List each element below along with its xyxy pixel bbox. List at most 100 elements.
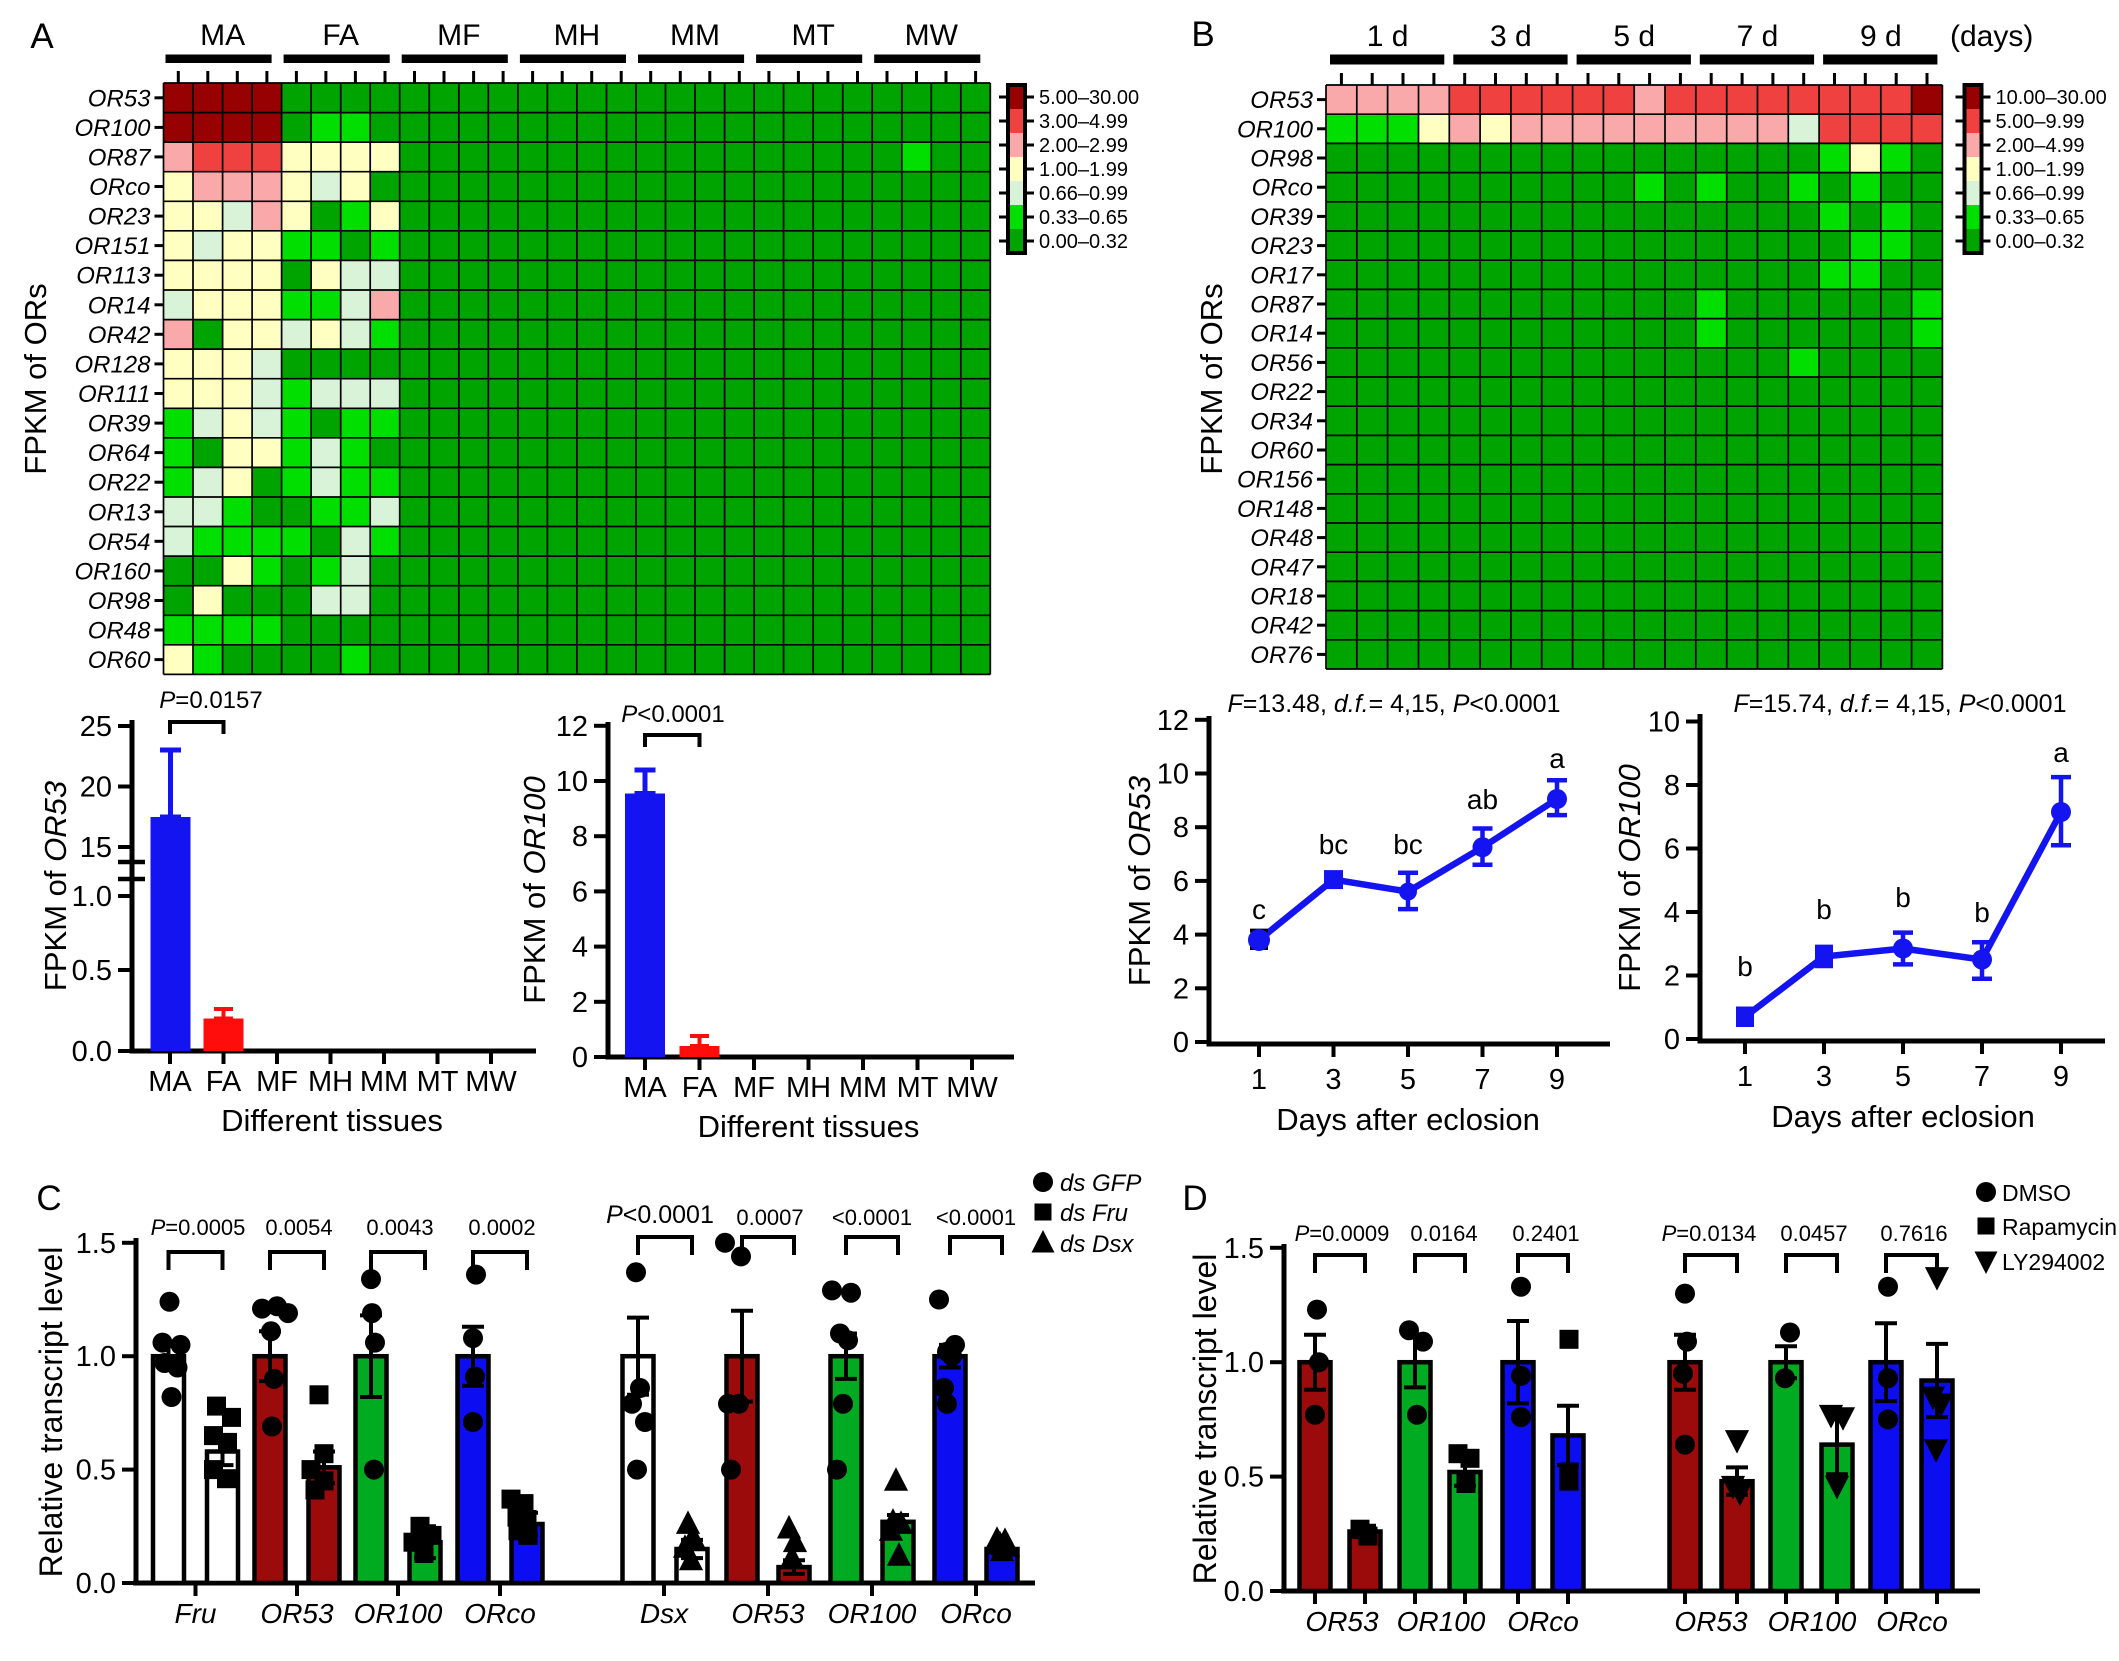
svg-text:0.5: 0.5 — [76, 1455, 116, 1487]
svg-text:OR151: OR151 — [74, 233, 150, 260]
svg-text:9 d: 9 d — [1860, 20, 1902, 53]
svg-text:FPKM of OR53: FPKM of OR53 — [38, 781, 73, 991]
svg-text:OR156: OR156 — [1237, 467, 1314, 494]
svg-text:OR100: OR100 — [354, 1598, 443, 1629]
svg-text:8: 8 — [572, 821, 588, 853]
svg-text:0.0054: 0.0054 — [265, 1215, 332, 1240]
svg-text:2: 2 — [1173, 973, 1189, 1005]
svg-text:Relative transcript level: Relative transcript level — [1187, 1254, 1223, 1585]
svg-text:MM: MM — [839, 1072, 887, 1104]
svg-text:OR60: OR60 — [1250, 438, 1313, 465]
svg-text:0.0: 0.0 — [1224, 1576, 1264, 1608]
svg-text:10.00–30.00: 10.00–30.00 — [1996, 87, 2107, 109]
svg-text:2: 2 — [1664, 961, 1680, 993]
svg-text:OR17: OR17 — [1250, 262, 1314, 289]
svg-text:P<0.0001: P<0.0001 — [606, 1201, 714, 1229]
svg-text:ORco: ORco — [1507, 1606, 1579, 1637]
svg-text:0.66–0.99: 0.66–0.99 — [1996, 183, 2085, 205]
svg-text:Different tissues: Different tissues — [221, 1103, 443, 1138]
svg-text:DMSO: DMSO — [2002, 1180, 2071, 1206]
svg-text:OR160: OR160 — [74, 558, 151, 585]
svg-text:b: b — [1737, 951, 1753, 982]
svg-text:OR64: OR64 — [88, 440, 151, 467]
svg-text:P=0.0134: P=0.0134 — [1662, 1221, 1757, 1246]
svg-text:4: 4 — [1664, 897, 1680, 929]
svg-text:1 d: 1 d — [1367, 20, 1409, 53]
svg-text:7: 7 — [1974, 1061, 1990, 1093]
svg-text:MW: MW — [905, 19, 959, 52]
svg-text:0.0002: 0.0002 — [468, 1215, 535, 1240]
svg-text:0.0457: 0.0457 — [1780, 1221, 1847, 1246]
svg-text:0.0164: 0.0164 — [1410, 1221, 1477, 1246]
svg-text:0.5: 0.5 — [72, 955, 112, 987]
svg-text:0.0: 0.0 — [76, 1568, 116, 1600]
svg-text:5.00–30.00: 5.00–30.00 — [1039, 87, 1139, 109]
svg-text:Fru: Fru — [175, 1598, 217, 1629]
svg-text:8: 8 — [1664, 770, 1680, 802]
svg-text:0.00–0.32: 0.00–0.32 — [1996, 231, 2085, 253]
svg-text:2.00–4.99: 2.00–4.99 — [1996, 135, 2085, 157]
svg-text:Different tissues: Different tissues — [698, 1109, 920, 1144]
svg-text:20: 20 — [80, 772, 112, 804]
svg-text:1.00–1.99: 1.00–1.99 — [1039, 159, 1128, 181]
svg-text:4: 4 — [572, 932, 588, 964]
svg-text:8: 8 — [1173, 812, 1189, 844]
svg-text:OR39: OR39 — [88, 411, 151, 438]
svg-text:OR39: OR39 — [1250, 204, 1313, 231]
svg-text:9: 9 — [2053, 1061, 2069, 1093]
svg-text:3.00–4.99: 3.00–4.99 — [1039, 111, 1128, 133]
svg-text:1: 1 — [1251, 1064, 1267, 1096]
svg-text:OR100: OR100 — [1397, 1606, 1486, 1637]
svg-text:P=0.0005: P=0.0005 — [151, 1215, 246, 1240]
svg-text:5.00–9.99: 5.00–9.99 — [1996, 111, 2085, 133]
svg-text:FPKM of ORs: FPKM of ORs — [1194, 283, 1229, 474]
svg-text:2.00–2.99: 2.00–2.99 — [1039, 135, 1128, 157]
svg-text:OR54: OR54 — [88, 529, 151, 556]
svg-text:4: 4 — [1173, 920, 1189, 952]
svg-text:0.0043: 0.0043 — [366, 1215, 433, 1240]
svg-text:OR148: OR148 — [1237, 496, 1314, 523]
svg-text:OR98: OR98 — [88, 588, 151, 615]
svg-text:3 d: 3 d — [1490, 20, 1532, 53]
svg-text:0.0: 0.0 — [72, 1036, 112, 1068]
svg-text:0.5: 0.5 — [1224, 1462, 1264, 1494]
svg-text:OR14: OR14 — [88, 292, 151, 319]
svg-text:MW: MW — [946, 1072, 998, 1104]
svg-text:MA: MA — [200, 19, 245, 52]
svg-text:ORco: ORco — [1876, 1606, 1948, 1637]
svg-text:Relative transcript level: Relative transcript level — [33, 1247, 69, 1578]
svg-text:6: 6 — [572, 876, 588, 908]
svg-text:OR128: OR128 — [74, 351, 151, 378]
svg-text:0: 0 — [1664, 1024, 1680, 1056]
svg-text:7 d: 7 d — [1737, 20, 1779, 53]
svg-text:Days after eclosion: Days after eclosion — [1276, 1102, 1540, 1137]
svg-text:1: 1 — [1737, 1061, 1753, 1093]
svg-text:FPKM of OR100: FPKM of OR100 — [1612, 764, 1647, 991]
svg-text:7: 7 — [1474, 1064, 1490, 1096]
svg-text:0.7616: 0.7616 — [1880, 1221, 1947, 1246]
svg-text:OR53: OR53 — [260, 1598, 334, 1629]
svg-text:OR53: OR53 — [1250, 87, 1313, 114]
svg-text:10: 10 — [1157, 759, 1189, 791]
svg-text:3: 3 — [1325, 1064, 1341, 1096]
svg-text:MA: MA — [623, 1072, 667, 1104]
svg-text:MH: MH — [554, 19, 601, 52]
svg-text:OR111: OR111 — [78, 381, 150, 408]
svg-text:OR48: OR48 — [1250, 525, 1313, 552]
svg-text:MH: MH — [308, 1066, 353, 1098]
svg-text:FPKM of ORs: FPKM of ORs — [18, 283, 53, 474]
svg-text:FPKM of OR53: FPKM of OR53 — [1122, 776, 1157, 986]
svg-text:P=0.0157: P=0.0157 — [159, 687, 262, 714]
svg-text:10: 10 — [1648, 707, 1680, 739]
svg-text:MF: MF — [733, 1072, 775, 1104]
svg-text:D: D — [1182, 1179, 1207, 1218]
svg-text:OR100: OR100 — [1768, 1606, 1857, 1637]
svg-text:F=13.48, d.f.= 4,15, P<0.0001: F=13.48, d.f.= 4,15, P<0.0001 — [1228, 690, 1561, 718]
svg-text:0.66–0.99: 0.66–0.99 — [1039, 183, 1128, 205]
svg-text:0.33–0.65: 0.33–0.65 — [1039, 207, 1128, 229]
svg-text:b: b — [1895, 882, 1911, 913]
svg-text:OR87: OR87 — [88, 144, 152, 171]
svg-text:6: 6 — [1664, 834, 1680, 866]
svg-text:12: 12 — [1157, 705, 1189, 737]
svg-text:ORco: ORco — [464, 1598, 536, 1629]
